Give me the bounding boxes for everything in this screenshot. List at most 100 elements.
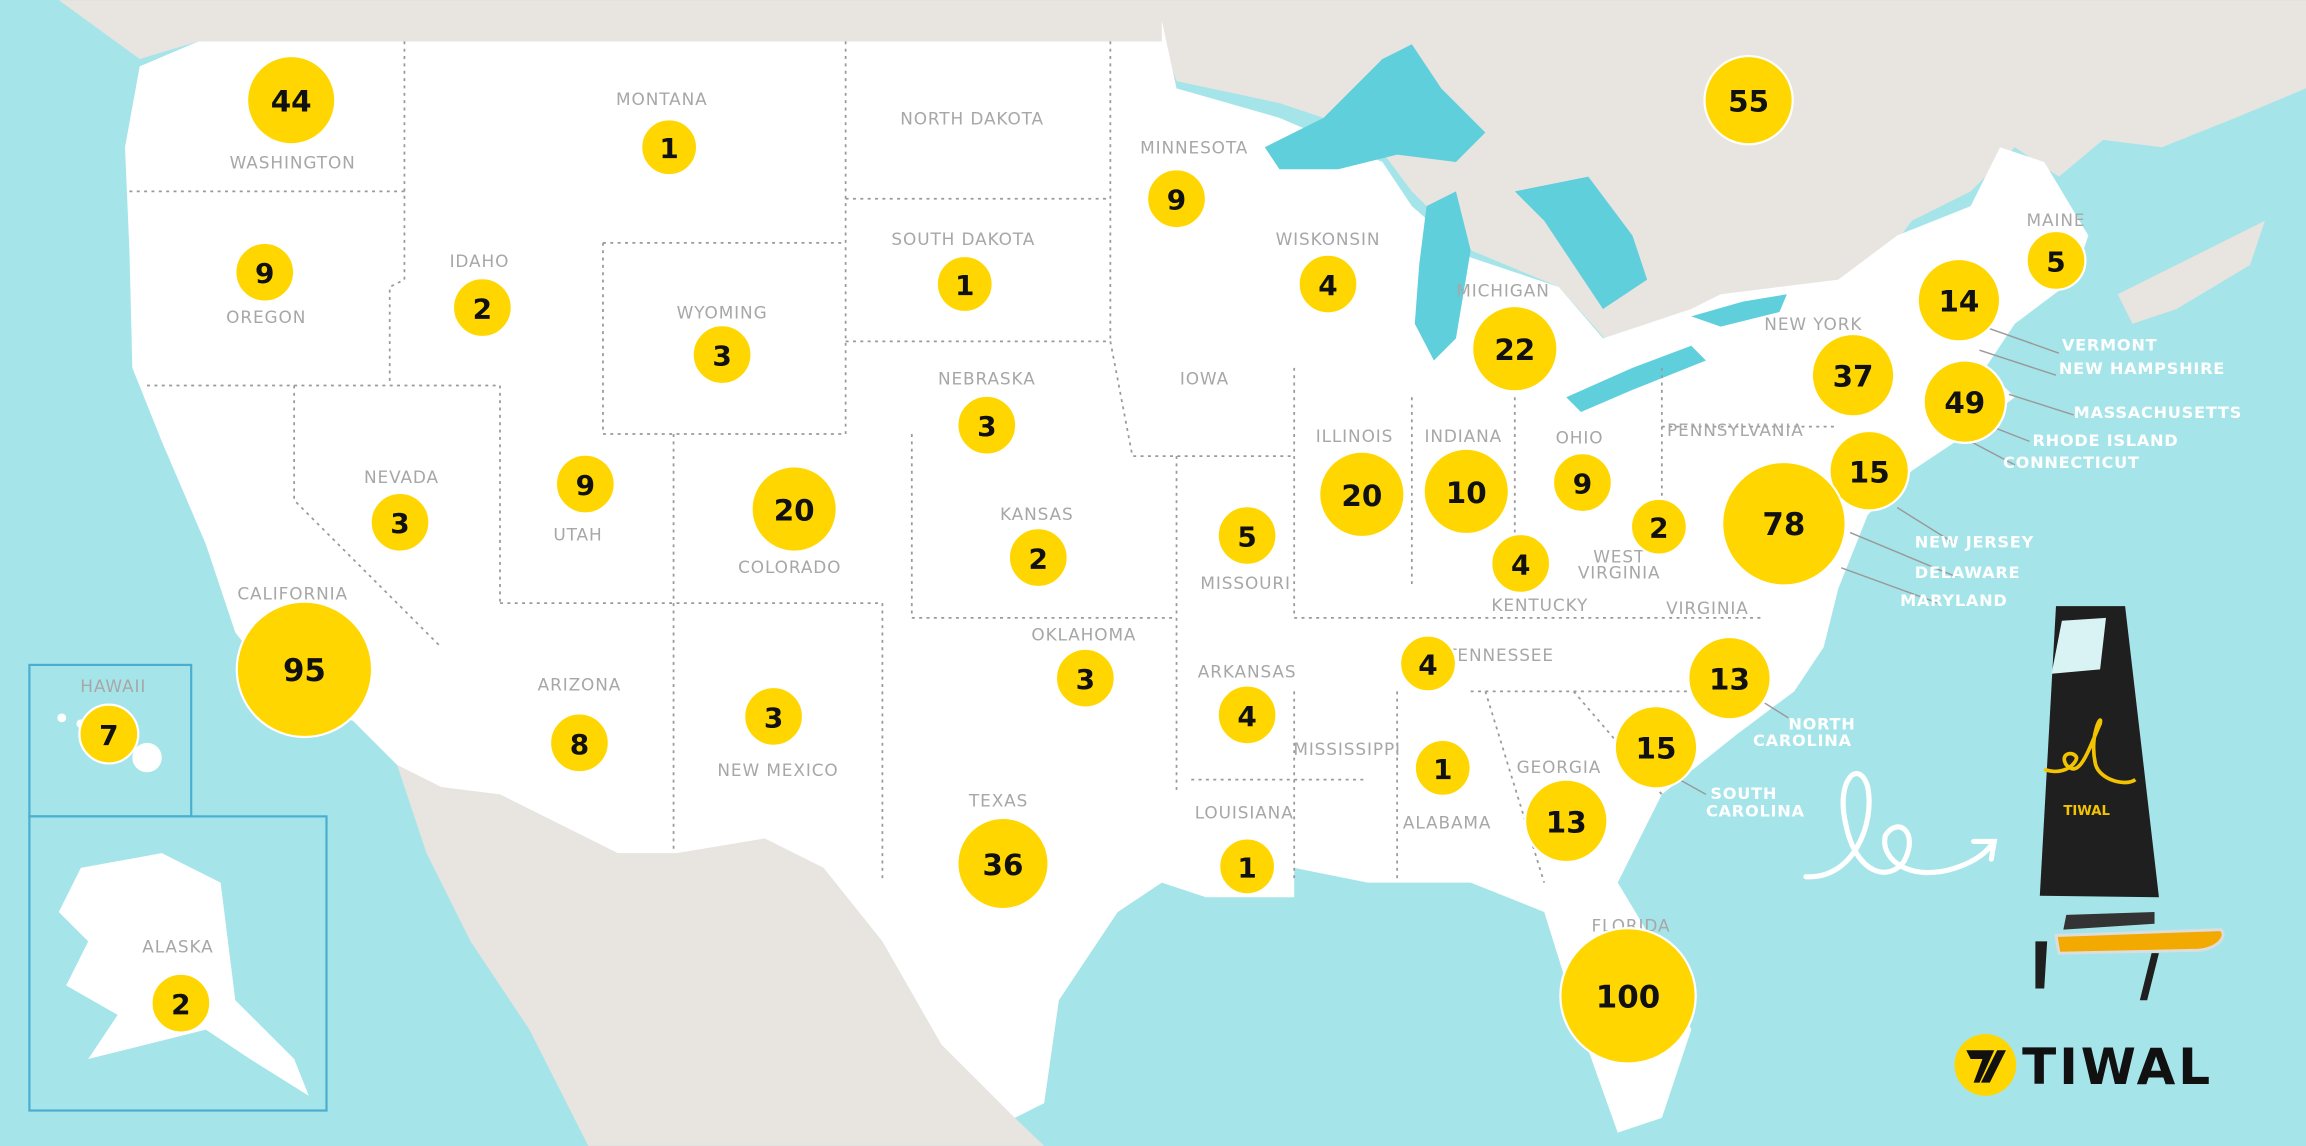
marker-circle <box>1828 429 1911 512</box>
marker-count: 3 <box>977 410 996 443</box>
marker-wyoming: 3 <box>691 324 753 386</box>
state-label-michigan: MICHIGAN <box>1456 280 1549 300</box>
state-label-texas: TEXAS <box>968 791 1028 811</box>
marker-oregon: 9 <box>234 241 296 303</box>
marker-circle <box>1218 837 1277 896</box>
marker-count: 1 <box>659 132 678 165</box>
marker-circle <box>1422 447 1511 536</box>
marker-circle <box>1629 497 1688 556</box>
marker-count: 13 <box>1546 805 1587 839</box>
marker-massachusetts-rhode-island-connecticut: 49 <box>1922 359 2008 444</box>
marker-count: 3 <box>764 701 783 734</box>
state-label-tennessee: TENNESSEE <box>1445 645 1554 665</box>
marker-circle <box>1216 504 1278 567</box>
marker-circle <box>235 600 374 739</box>
lake-michigan <box>1414 191 1471 361</box>
marker-circle <box>1471 304 1559 393</box>
marker-kansas: 2 <box>1007 527 1069 589</box>
marker-circle <box>1398 634 1458 693</box>
marker-count: 9 <box>1167 184 1186 217</box>
marker-count: 22 <box>1494 333 1535 367</box>
state-label-new-york: NEW YORK <box>1764 314 1862 334</box>
state-label-mississippi: MISSISSIPPI <box>1293 739 1401 759</box>
marker-circle <box>1318 450 1406 539</box>
marker-circle <box>1413 738 1472 797</box>
marker-circle <box>150 972 212 1034</box>
state-label-alaska: ALASKA <box>142 936 213 956</box>
sailboat-illustration: TIWAL <box>2035 606 2225 1001</box>
callout-label-carolina: CAROLINA <box>1706 801 1805 820</box>
marker-canada: 55 <box>1703 54 1794 146</box>
state-label-minnesota: MINNESOTA <box>1140 138 1248 158</box>
marker-count: 3 <box>1076 663 1095 696</box>
marker-circle <box>743 685 805 747</box>
marker-north-carolina: 13 <box>1687 635 1772 721</box>
marker-minnesota: 9 <box>1146 168 1208 230</box>
marker-count: 13 <box>1709 663 1750 697</box>
state-label-iowa: IOWA <box>1180 369 1229 389</box>
marker-count: 4 <box>1237 700 1256 733</box>
lake-superior <box>1264 44 1486 170</box>
marker-tennessee: 4 <box>1398 634 1458 693</box>
marker-missouri: 5 <box>1216 504 1278 567</box>
marker-circle <box>1054 647 1116 709</box>
state-label-missouri: MISSOURI <box>1200 573 1291 593</box>
marker-circle <box>78 703 140 765</box>
marker-circle <box>956 394 1018 456</box>
marker-california: 95 <box>235 600 374 739</box>
marker-utah: 9 <box>554 453 616 515</box>
marker-west-virginia: 2 <box>1629 497 1688 556</box>
marker-count: 3 <box>712 340 731 373</box>
great-lakes <box>1264 44 1787 412</box>
marker-florida: 100 <box>1559 927 1697 1065</box>
marker-circle <box>640 118 699 177</box>
state-label-wyoming: WYOMING <box>677 302 768 322</box>
callout-label-south: SOUTH <box>1710 784 1777 803</box>
state-label-north-dakota: NORTH DAKOTA <box>900 108 1044 128</box>
state-label-south-dakota: SOUTH DAKOTA <box>891 229 1035 249</box>
marker-wisconsin: 4 <box>1297 253 1359 315</box>
marker-count: 1 <box>955 269 974 302</box>
marker-circle <box>1007 527 1069 589</box>
state-label-nevada: NEVADA <box>364 467 439 487</box>
marker-circle <box>548 712 610 774</box>
marker-circle <box>554 453 616 515</box>
marker-count: 95 <box>283 653 326 689</box>
marker-count: 37 <box>1833 360 1874 394</box>
marker-count: 9 <box>576 469 595 502</box>
state-label-utah: UTAH <box>553 524 602 544</box>
callout-label-delaware: DELAWARE <box>1915 563 2020 582</box>
marker-oklahoma: 3 <box>1054 647 1116 709</box>
nova-scotia-land <box>2117 220 2265 324</box>
marker-count: 1 <box>1237 851 1256 884</box>
marker-circle <box>2025 229 2087 292</box>
marker-count: 1 <box>1433 753 1452 786</box>
marker-alaska: 2 <box>150 972 212 1034</box>
sail-brand-text: TIWAL <box>2063 804 2110 819</box>
marker-count: 78 <box>1762 507 1805 543</box>
callout-label-rhode-island: RHODE ISLAND <box>2032 431 2178 450</box>
marker-circle <box>1551 452 1613 514</box>
marker-count: 5 <box>1237 520 1256 553</box>
marker-idaho: 2 <box>451 277 513 339</box>
state-label-kansas: KANSAS <box>1000 504 1074 524</box>
marker-count: 14 <box>1938 285 1979 319</box>
state-label-nebraska: NEBRASKA <box>938 369 1036 389</box>
marker-nebraska: 3 <box>956 394 1018 456</box>
state-label-louisiana: LOUISIANA <box>1195 802 1294 822</box>
marker-alabama: 1 <box>1413 738 1472 797</box>
state-label-arizona: ARIZONA <box>538 675 622 695</box>
marker-count: 36 <box>983 848 1024 882</box>
state-label-arkansas: ARKANSAS <box>1198 661 1297 681</box>
marker-circle <box>1922 359 2008 444</box>
marker-circle <box>935 254 994 314</box>
swirl-arrow-icon <box>1803 771 1998 880</box>
state-label-new-mexico: NEW MEXICO <box>717 760 838 780</box>
marker-kentucky: 4 <box>1490 532 1552 594</box>
marker-maine: 5 <box>2025 229 2087 292</box>
marker-washington: 44 <box>245 54 337 146</box>
mexico-land <box>397 764 1045 1146</box>
marker-count: 44 <box>271 85 312 119</box>
marker-count: 2 <box>1029 543 1048 576</box>
